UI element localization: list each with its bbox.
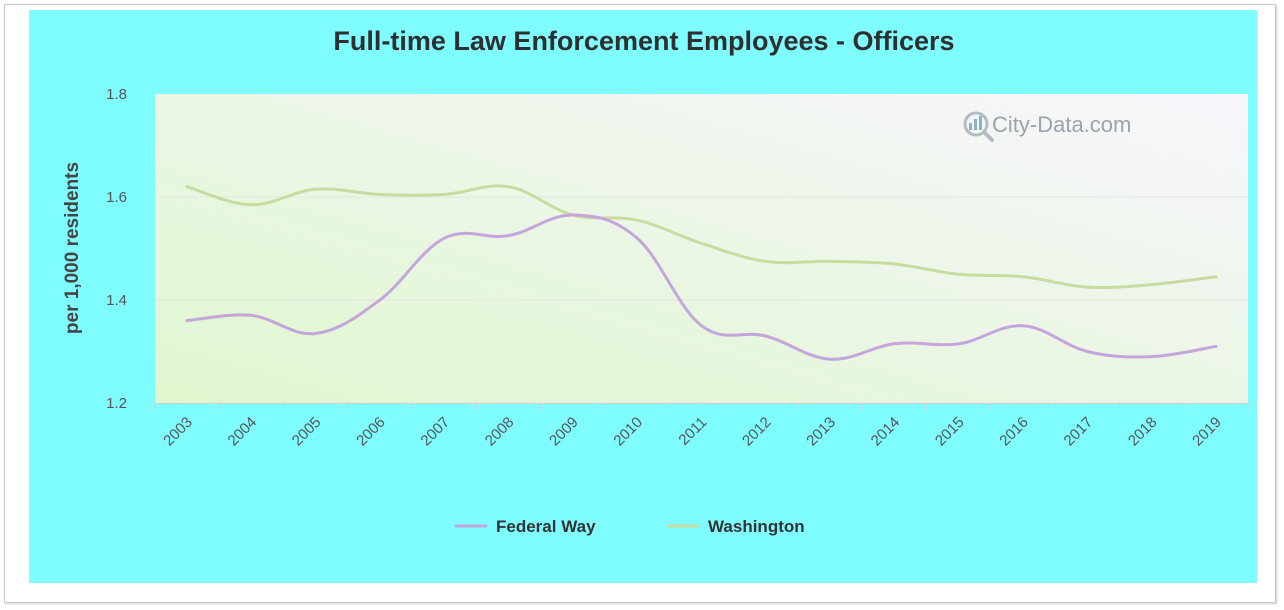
x-tick-label: 2019 xyxy=(1189,414,1225,450)
watermark-text: City-Data.com xyxy=(992,112,1131,137)
y-tick-label: 1.8 xyxy=(106,86,127,103)
x-tick-label: 2007 xyxy=(417,414,453,450)
x-tick-label: 2011 xyxy=(675,414,710,449)
x-tick-label: 2013 xyxy=(803,414,839,450)
x-tick-label: 2003 xyxy=(160,414,196,450)
y-tick-label: 1.4 xyxy=(106,292,127,309)
legend-label: Washington xyxy=(708,517,805,536)
y-tick-label: 1.2 xyxy=(106,395,127,412)
x-tick-label: 2017 xyxy=(1061,414,1097,450)
series-lines xyxy=(185,184,1218,361)
y-tick-labels: 1.2 1.4 1.6 1.8 xyxy=(106,86,127,412)
x-tick-label: 2006 xyxy=(353,414,389,450)
y-tick-label: 1.6 xyxy=(106,189,127,206)
x-tick-label: 2005 xyxy=(289,414,325,450)
series-line-washington xyxy=(185,184,1218,290)
x-tick-label: 2014 xyxy=(868,414,904,450)
x-tick-labels: 2003 2004 2005 2006 2007 2008 2009 2010 2011 2012… xyxy=(160,414,1225,450)
series-line-federal-way xyxy=(185,213,1218,361)
x-tick-label: 2004 xyxy=(225,414,261,450)
x-tick-label: 2009 xyxy=(546,414,582,450)
y-axis-label: per 1,000 residents xyxy=(62,162,83,334)
grid-lines xyxy=(155,196,1248,301)
x-tick-label: 2016 xyxy=(996,414,1032,450)
x-tick-label: 2015 xyxy=(932,414,968,450)
legend-label: Federal Way xyxy=(496,517,596,536)
watermark: City-Data.com xyxy=(963,111,1131,142)
x-tick-label: 2012 xyxy=(739,414,775,450)
x-tick-label: 2010 xyxy=(610,414,646,450)
x-tick-label: 2008 xyxy=(482,414,518,450)
x-axis xyxy=(154,403,1249,410)
magnifier-chart-icon xyxy=(963,111,994,142)
x-tick-label: 2018 xyxy=(1125,414,1161,450)
chart-title: Full-time Law Enforcement Employees - Of… xyxy=(333,26,954,56)
plot-area xyxy=(155,94,1248,403)
legend: Federal Way Washington xyxy=(454,517,805,536)
